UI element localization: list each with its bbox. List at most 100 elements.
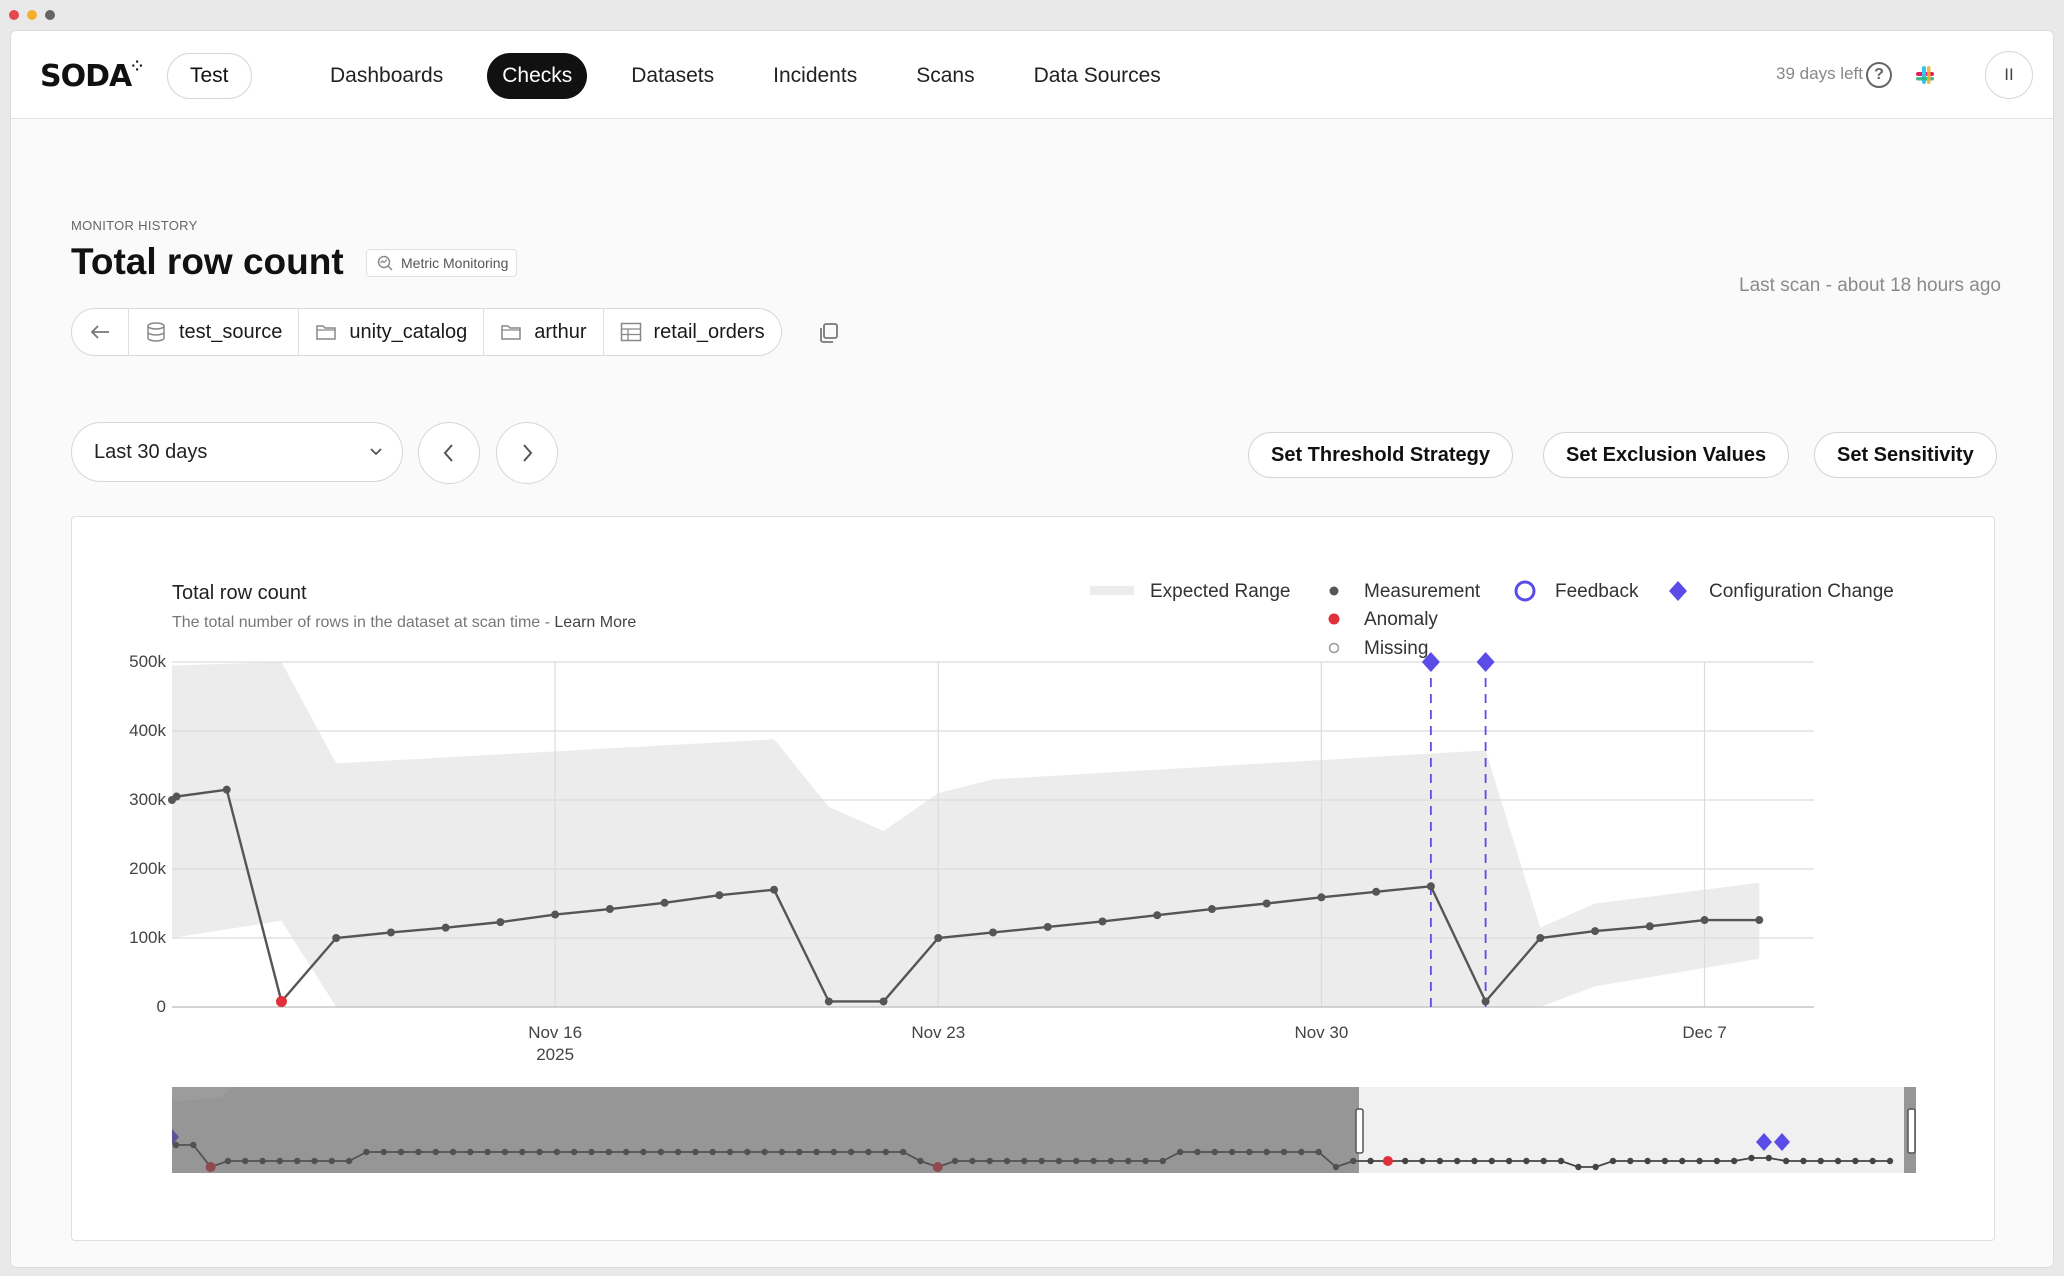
nav-incidents[interactable]: Incidents — [773, 64, 858, 87]
monitor-type-badge: Metric Monitoring — [366, 249, 518, 277]
overview-point — [1696, 1157, 1703, 1165]
overview-point — [1730, 1157, 1738, 1165]
range-handle-left — [1355, 1108, 1364, 1154]
breadcrumb-source[interactable]: test_source — [128, 309, 298, 355]
set-threshold-strategy-button[interactable]: Set Threshold Strategy — [1248, 432, 1513, 478]
overview-point — [1800, 1157, 1807, 1165]
breadcrumb-schema[interactable]: arthur — [483, 309, 602, 355]
overview-point — [1748, 1154, 1755, 1162]
overview-point — [1817, 1157, 1824, 1165]
overview-config-marker — [1774, 1133, 1790, 1151]
chevron-right-icon — [523, 444, 533, 462]
overview-point — [1540, 1157, 1547, 1165]
slack-icon[interactable] — [1911, 61, 1939, 89]
measurement-point — [660, 898, 669, 907]
minimize-dot[interactable] — [27, 10, 37, 20]
chevron-down-icon — [370, 448, 382, 456]
folder-icon — [501, 325, 522, 340]
monitor-history-chart[interactable]: Total row count The total number of rows… — [72, 517, 1996, 1242]
y-tick-label: 200k — [129, 859, 166, 878]
measurement-point — [1372, 887, 1381, 896]
legend-expected-range[interactable]: Expected Range — [1150, 581, 1291, 602]
legend-anomaly[interactable]: Anomaly — [1364, 609, 1438, 630]
overview-point — [1886, 1157, 1894, 1165]
copy-icon[interactable] — [817, 321, 841, 345]
date-range-select[interactable]: Last 30 days — [71, 422, 403, 482]
last-scan-text: Last scan - about 18 hours ago — [1739, 275, 2001, 296]
overview-point — [1869, 1157, 1876, 1165]
set-exclusion-values-button[interactable]: Set Exclusion Values — [1543, 432, 1790, 478]
arrow-left-icon — [90, 325, 109, 339]
monitor-icon — [377, 255, 393, 271]
avatar[interactable]: II — [1985, 51, 2033, 99]
legend-missing[interactable]: Missing — [1364, 638, 1428, 659]
overview-point — [1402, 1157, 1409, 1165]
overview-point — [1505, 1157, 1513, 1165]
overview-point — [1453, 1157, 1461, 1165]
range-slider[interactable] — [172, 1087, 1916, 1173]
overview-anomaly-point — [1382, 1156, 1393, 1166]
measurement-point — [1426, 882, 1435, 891]
config-change-marker — [1476, 652, 1495, 672]
legend-expected-range-swatch — [1090, 586, 1134, 595]
overview-point — [1471, 1157, 1478, 1165]
trial-remaining[interactable]: 39 days left — [1776, 64, 1863, 83]
nav-menu: Dashboards Checks Datasets Incidents Sca… — [315, 53, 1205, 99]
nav-dashboards[interactable]: Dashboards — [330, 64, 444, 87]
page-title: Total row count — [71, 241, 344, 282]
nav-data-sources[interactable]: Data Sources — [1033, 64, 1161, 87]
overview-config-marker — [1756, 1133, 1772, 1151]
config-change-marker — [1421, 652, 1440, 672]
measurement-point — [1262, 899, 1271, 908]
measurement-point — [386, 928, 395, 937]
x-tick-label: Dec 7 — [1682, 1023, 1726, 1042]
legend-config-change-swatch — [1669, 581, 1687, 601]
measurement-point — [441, 923, 450, 932]
breadcrumb-catalog[interactable]: unity_catalog — [298, 309, 483, 355]
breadcrumb-table[interactable]: retail_orders — [602, 309, 781, 355]
overview-point — [1765, 1154, 1773, 1162]
overview-point — [1419, 1157, 1426, 1165]
previous-period-button[interactable] — [418, 422, 480, 484]
badge-label: Metric Monitoring — [401, 255, 509, 271]
soda-logo[interactable]: SODA⁘ — [40, 59, 143, 94]
legend-measurement-swatch — [1329, 586, 1339, 596]
measurement-point — [1481, 997, 1490, 1006]
measurement-point — [1591, 927, 1600, 936]
chart-subtitle: The total number of rows in the dataset … — [172, 614, 636, 631]
overview-point — [1488, 1157, 1495, 1165]
nav-checks[interactable]: Checks — [487, 53, 588, 99]
date-range-value: Last 30 days — [94, 441, 208, 463]
legend-measurement[interactable]: Measurement — [1364, 581, 1481, 602]
chart-title: Total row count — [172, 582, 307, 604]
measurement-point — [1153, 911, 1162, 920]
overview-point — [1557, 1157, 1565, 1165]
breadcrumb: test_source unity_catalog arthur retail_… — [71, 308, 782, 356]
set-sensitivity-button[interactable]: Set Sensitivity — [1814, 432, 1997, 478]
legend-configuration-change[interactable]: Configuration Change — [1709, 581, 1894, 602]
chart-subtitle-text: The total number of rows in the dataset … — [172, 614, 554, 631]
nav-datasets[interactable]: Datasets — [631, 64, 715, 87]
measurement-point — [1098, 917, 1107, 926]
next-period-button[interactable] — [496, 422, 558, 484]
overview-point — [1644, 1157, 1651, 1165]
learn-more-link[interactable]: Learn More — [554, 614, 636, 631]
measurement-point — [1043, 922, 1052, 931]
window-controls — [9, 10, 55, 20]
maximize-dot[interactable] — [45, 10, 55, 20]
measurement-point — [715, 891, 724, 900]
environment-button[interactable]: Test — [167, 53, 252, 99]
measurement-point — [551, 910, 560, 919]
nav-scans[interactable]: Scans — [916, 64, 975, 87]
close-dot[interactable] — [9, 10, 19, 20]
database-icon — [147, 322, 165, 342]
overview-point — [1575, 1163, 1582, 1171]
back-button[interactable] — [72, 309, 128, 355]
help-icon[interactable]: ? — [1866, 62, 1892, 88]
folder-icon — [316, 325, 337, 340]
overview-point — [1523, 1157, 1530, 1165]
legend-feedback[interactable]: Feedback — [1555, 581, 1639, 602]
overview-point — [1609, 1157, 1617, 1165]
eyebrow-label: MONITOR HISTORY — [71, 218, 198, 233]
x-tick-label: Nov 16 — [528, 1023, 582, 1042]
